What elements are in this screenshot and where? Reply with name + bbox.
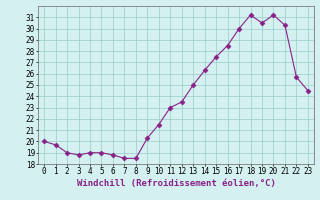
X-axis label: Windchill (Refroidissement éolien,°C): Windchill (Refroidissement éolien,°C) — [76, 179, 276, 188]
